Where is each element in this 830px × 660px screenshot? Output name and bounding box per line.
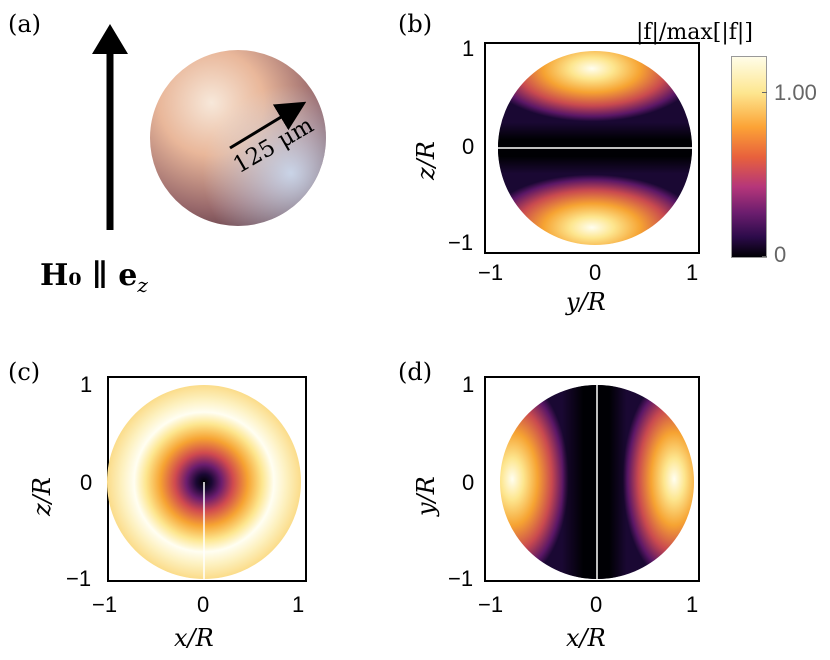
field-label-text: H₀ ∥ e	[40, 258, 138, 293]
plot-frame-d	[484, 376, 700, 582]
ylabel-c: z/R	[28, 477, 56, 516]
colorbar-tick-1: 1.00	[774, 80, 817, 105]
ytick-b-0: 0	[462, 134, 475, 159]
plot-frame-b	[484, 42, 700, 254]
sphere-highlight	[150, 50, 326, 226]
xlabel-d: x/R	[566, 624, 606, 652]
colorbar-title: |f|/max[|f|]	[636, 20, 753, 45]
xtick-b-1: 1	[686, 260, 699, 285]
xtick-c-1: 1	[292, 592, 305, 617]
colorbar-tick-0: 0	[774, 242, 787, 267]
xtick-b-0: 0	[589, 260, 602, 285]
xtick-c-0: 0	[197, 592, 210, 617]
panel-a-illustration	[92, 24, 326, 230]
colorbar-gradient	[731, 56, 767, 258]
field-label-sub: z	[137, 273, 148, 297]
heatmap-d	[500, 385, 694, 579]
xtick-c-m1: −1	[92, 592, 118, 617]
xlabel-b: y/R	[566, 288, 606, 316]
ytick-b-1: 1	[462, 36, 475, 61]
colorbar-tick-mark-0	[762, 256, 767, 257]
heatmap-b	[498, 51, 692, 245]
ytick-d-m1: −1	[448, 566, 474, 591]
heatmap-c	[107, 385, 301, 579]
ytick-d-0: 0	[462, 470, 475, 495]
field-direction-label: H₀ ∥ ez	[40, 258, 148, 297]
radius-arrow	[229, 101, 307, 150]
panel-label-c: (c)	[8, 358, 41, 386]
ylabel-d: y/R	[412, 476, 440, 516]
panel-label-b: (b)	[398, 10, 433, 38]
xlabel-c: x/R	[174, 624, 214, 652]
xtick-d-m1: −1	[478, 592, 504, 617]
field-arrow-head	[92, 24, 128, 54]
xtick-d-1: 1	[686, 592, 699, 617]
xtick-d-0: 0	[590, 592, 603, 617]
xtick-b-m1: −1	[478, 260, 504, 285]
panel-label-d: (d)	[398, 358, 433, 386]
ytick-c-0: 0	[80, 470, 93, 495]
ytick-d-1: 1	[462, 372, 475, 397]
ytick-c-1: 1	[80, 372, 93, 397]
panel-label-a: (a)	[8, 10, 42, 38]
colorbar-tick-mark-1	[762, 92, 767, 93]
ytick-b-m1: −1	[448, 230, 474, 255]
ytick-c-m1: −1	[66, 566, 92, 591]
ylabel-b: z/R	[412, 141, 440, 180]
